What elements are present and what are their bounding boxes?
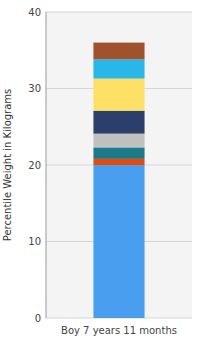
grid <box>46 12 192 318</box>
x-tick-label: Boy 7 years 11 months <box>61 325 177 336</box>
bar-segment <box>93 147 144 158</box>
chart-svg: 0 10 20 30 40 Boy 7 years 11 months Percentile… <box>0 0 200 350</box>
y-tick-label: 40 <box>28 7 41 18</box>
y-tick-label: 20 <box>28 160 41 171</box>
y-axis-title: Percentile Weight in Kilograms <box>2 89 13 242</box>
chart-container: 0 10 20 30 40 Boy 7 years 11 months Percentile… <box>0 0 200 350</box>
bar-segment <box>93 159 144 165</box>
bar-segment <box>93 134 144 148</box>
y-axis-line <box>46 12 47 318</box>
bars <box>93 43 144 318</box>
bar-segment <box>93 111 144 134</box>
plot-background <box>46 12 192 318</box>
y-tick-label: 10 <box>28 236 41 247</box>
bar-segment <box>93 165 144 318</box>
bar-segment <box>93 59 144 78</box>
grid-line <box>46 12 192 13</box>
y-tick-label: 30 <box>28 83 41 94</box>
bar-segment <box>93 79 144 111</box>
y-tick-label: 0 <box>35 313 41 324</box>
bar-segment <box>93 43 144 60</box>
